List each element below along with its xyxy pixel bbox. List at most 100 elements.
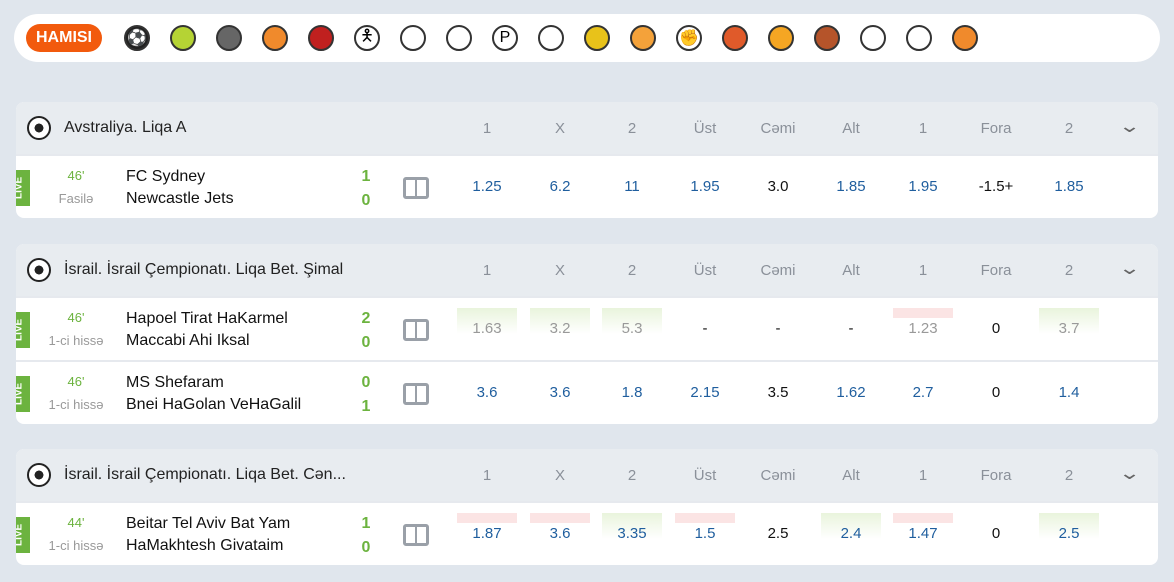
odds-button[interactable]: 1.87 <box>457 513 517 542</box>
odds-value: 1.47 <box>908 525 938 542</box>
rugby-icon[interactable] <box>814 25 840 51</box>
all-sports-button[interactable]: HAMISI <box>26 24 102 52</box>
away-score: 0 <box>361 192 371 209</box>
hand-icon[interactable]: ✊ <box>676 25 702 51</box>
odds-button[interactable]: 2.5 <box>748 525 808 542</box>
odds-button[interactable]: 1.62 <box>821 384 881 401</box>
odds-button[interactable]: - <box>675 320 735 337</box>
odds-button[interactable]: 1.95 <box>675 178 735 195</box>
away-team[interactable]: HaMakhtesh Givataim <box>126 537 284 554</box>
odds-button[interactable]: 3.0 <box>748 178 808 195</box>
odds-button[interactable]: 1.95 <box>893 178 953 195</box>
odds-button[interactable]: 1.63 <box>457 308 517 337</box>
counter-strike-icon[interactable]: 🯅 <box>354 25 380 51</box>
odds-button[interactable]: 1.85 <box>821 178 881 195</box>
odds-button[interactable]: 1.5 <box>675 513 735 542</box>
home-team[interactable]: Beitar Tel Aviv Bat Yam <box>126 515 291 532</box>
odds-button[interactable]: 1.85 <box>1039 178 1099 195</box>
column-header: 1 <box>482 466 492 484</box>
hockey-icon[interactable] <box>216 25 242 51</box>
tennis-icon[interactable] <box>170 25 196 51</box>
odds-button[interactable]: 1.4 <box>1039 384 1099 401</box>
away-team[interactable]: Maccabi Ahi Iksal <box>126 332 250 349</box>
volleyball-icon[interactable] <box>538 25 564 51</box>
odds-value: - <box>775 320 781 337</box>
odds-value: 1.95 <box>690 178 720 195</box>
odds-value: - <box>848 320 854 337</box>
home-team[interactable]: MS Shefaram <box>126 374 224 391</box>
league-header[interactable]: Avstraliya. Liqa A 1 X 2 Üst Cəmi Alt 1 Fora 2 ⌄ <box>16 102 1158 154</box>
odds-value: 1.85 <box>836 178 866 195</box>
odds-value: 2.5 <box>1058 525 1080 542</box>
p-icon[interactable]: P <box>492 25 518 51</box>
league-title: İsrail. İsrail Çempionatı. Liqa Bet. Şim… <box>64 261 344 278</box>
other-sport-icon[interactable] <box>952 25 978 51</box>
soccer-icon <box>27 463 51 487</box>
table-tennis-icon[interactable] <box>630 25 656 51</box>
away-team[interactable]: Bnei HaGolan VeHaGalil <box>126 396 302 413</box>
field-stats-icon[interactable] <box>403 319 429 341</box>
odds-button[interactable]: 5.3 <box>602 308 662 337</box>
chevron-down-icon[interactable]: ⌄ <box>1118 116 1141 136</box>
chevron-down-icon[interactable]: ⌄ <box>1118 463 1141 483</box>
odds-button[interactable]: - <box>748 320 808 337</box>
odds-value: 5.3 <box>621 320 643 337</box>
basketball-hoop-icon[interactable] <box>400 25 426 51</box>
odds-value: 1.8 <box>621 384 643 401</box>
home-score: 1 <box>361 515 371 532</box>
odds-value: 2.7 <box>912 384 934 401</box>
odds-value: 3.7 <box>1058 320 1080 337</box>
cricket-icon[interactable] <box>768 25 794 51</box>
odds-button[interactable]: 0 <box>966 320 1026 337</box>
odds-button[interactable]: 1.25 <box>457 178 517 195</box>
odds-button[interactable]: 3.6 <box>457 384 517 401</box>
odds-button[interactable]: 2.5 <box>1039 513 1099 542</box>
odds-value: 1.23 <box>908 320 938 337</box>
column-header: Fora <box>980 261 1012 279</box>
league-header[interactable]: İsrail. İsrail Çempionatı. Liqa Bet. Cən… <box>16 449 1158 501</box>
match-row[interactable]: LIVE 46' 1-ci hissə MS Shefaram Bnei HaG… <box>16 360 1158 424</box>
odds-button[interactable]: 3.5 <box>748 384 808 401</box>
odds-button[interactable]: 3.35 <box>602 513 662 542</box>
away-team[interactable]: Newcastle Jets <box>126 190 234 207</box>
odds-button[interactable]: 1.47 <box>893 513 953 542</box>
odds-button[interactable]: 11 <box>602 178 662 195</box>
odds-button[interactable]: 3.6 <box>530 513 590 542</box>
handball-icon[interactable] <box>584 25 610 51</box>
baseball-icon[interactable] <box>860 25 886 51</box>
column-header: 2 <box>1064 261 1074 279</box>
odds-button[interactable]: 1.23 <box>893 308 953 337</box>
match-row[interactable]: LIVE 46' 1-ci hissə Hapoel Tirat HaKarme… <box>16 296 1158 360</box>
odds-button[interactable]: 2.7 <box>893 384 953 401</box>
soccer-icon <box>27 258 51 282</box>
soccer-icon[interactable]: ⚽ <box>124 25 150 51</box>
odds-button[interactable]: -1.5+ <box>966 178 1026 195</box>
odds-button[interactable]: 3.2 <box>530 308 590 337</box>
basketball-icon[interactable] <box>262 25 288 51</box>
home-team[interactable]: Hapoel Tirat HaKarmel <box>126 310 288 327</box>
odds-button[interactable]: - <box>821 320 881 337</box>
field-stats-icon[interactable] <box>403 524 429 546</box>
league-header[interactable]: İsrail. İsrail Çempionatı. Liqa Bet. Şim… <box>16 244 1158 296</box>
boxing-icon[interactable] <box>722 25 748 51</box>
odds-value: - <box>702 320 708 337</box>
field-stats-icon[interactable] <box>403 177 429 199</box>
odds-button[interactable]: 3.6 <box>530 384 590 401</box>
match-row[interactable]: LIVE 46' Fasilə FC Sydney Newcastle Jets… <box>16 154 1158 218</box>
odds-button[interactable]: 0 <box>966 525 1026 542</box>
odds-button[interactable]: 2.15 <box>675 384 735 401</box>
match-period: 1-ci hissə <box>48 333 104 348</box>
odds-button[interactable]: 3.7 <box>1039 308 1099 337</box>
chevron-down-icon[interactable]: ⌄ <box>1118 258 1141 278</box>
american-football-icon[interactable] <box>906 25 932 51</box>
match-row[interactable]: LIVE 44' 1-ci hissə Beitar Tel Aviv Bat … <box>16 501 1158 565</box>
odds-button[interactable]: 6.2 <box>530 178 590 195</box>
column-header: 1 <box>918 261 928 279</box>
odds-button[interactable]: 0 <box>966 384 1026 401</box>
dota-icon[interactable] <box>308 25 334 51</box>
futsal-icon[interactable] <box>446 25 472 51</box>
home-team[interactable]: FC Sydney <box>126 168 206 185</box>
odds-button[interactable]: 2.4 <box>821 513 881 542</box>
field-stats-icon[interactable] <box>403 383 429 405</box>
odds-button[interactable]: 1.8 <box>602 384 662 401</box>
